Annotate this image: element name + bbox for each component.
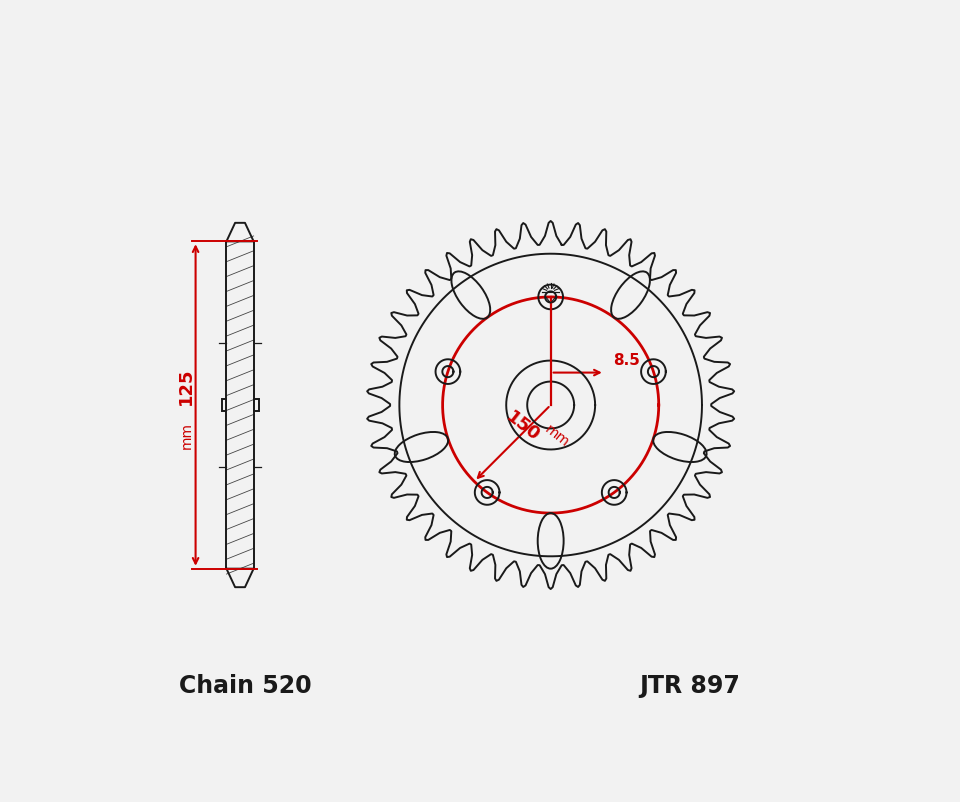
Text: 8.5: 8.5 [613, 353, 640, 367]
Text: 125: 125 [178, 368, 195, 405]
Text: Chain 520: Chain 520 [179, 674, 311, 698]
FancyBboxPatch shape [253, 399, 258, 411]
FancyBboxPatch shape [222, 399, 227, 411]
Text: mm: mm [180, 423, 193, 449]
Text: 150: 150 [502, 408, 542, 446]
Text: mm: mm [541, 423, 571, 450]
Text: JTR 897: JTR 897 [639, 674, 740, 698]
